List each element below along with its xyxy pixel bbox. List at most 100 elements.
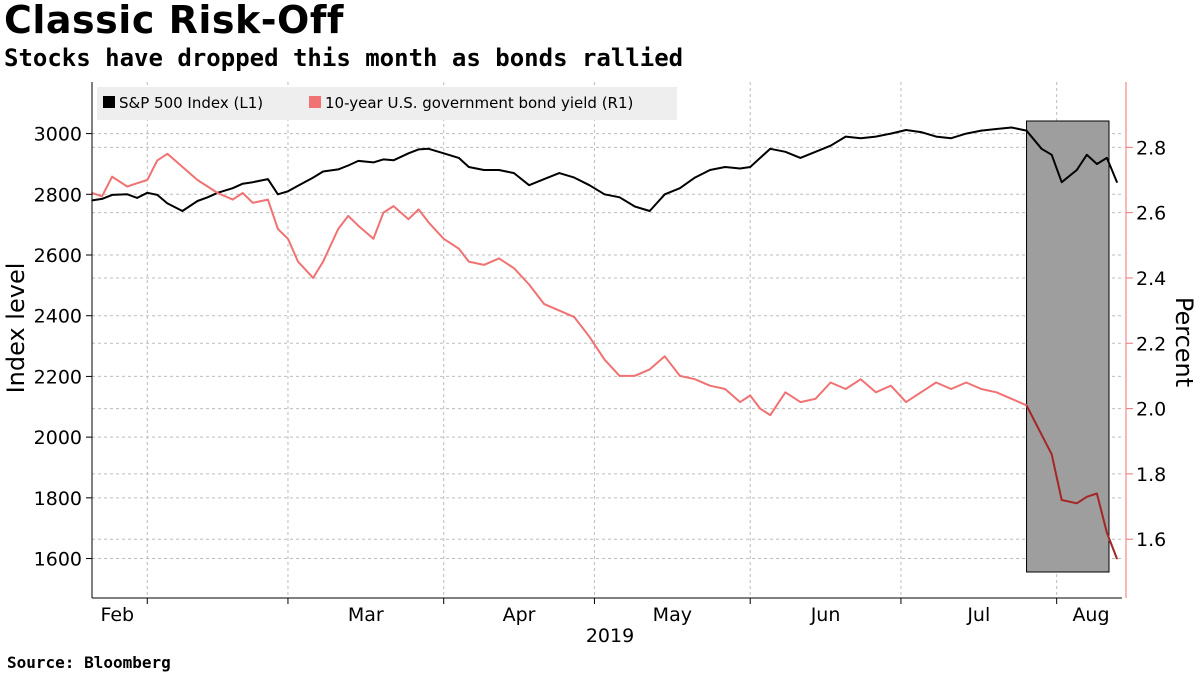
data-point-sp500 bbox=[859, 137, 862, 139]
x-tick-label: Jul bbox=[966, 604, 990, 626]
data-point-yield bbox=[166, 153, 169, 155]
series-layer bbox=[91, 126, 1118, 560]
data-point-yield bbox=[543, 303, 545, 305]
data-point-sp500 bbox=[935, 135, 937, 138]
data-point-yield bbox=[241, 192, 244, 194]
left-tick-label: 2400 bbox=[34, 306, 82, 328]
x-tick-label: Aug bbox=[1072, 604, 1109, 626]
data-point-sp500 bbox=[633, 205, 636, 208]
data-point-sp500 bbox=[759, 157, 762, 159]
data-point-yield bbox=[875, 391, 877, 394]
data-point-sp500 bbox=[663, 193, 666, 196]
data-point-sp500 bbox=[241, 182, 244, 185]
data-point-sp500 bbox=[618, 196, 621, 199]
data-point-sp500 bbox=[251, 181, 254, 183]
data-point-yield bbox=[573, 316, 576, 318]
data-point-sp500 bbox=[829, 144, 832, 147]
data-point-yield bbox=[101, 195, 103, 198]
data-point-yield bbox=[111, 175, 113, 178]
left-tick-label: 3000 bbox=[34, 124, 82, 146]
data-point-sp500 bbox=[513, 172, 515, 174]
data-point-sp500 bbox=[136, 197, 139, 199]
x-tick-label: Jun bbox=[810, 604, 841, 626]
data-point-sp500 bbox=[1025, 129, 1028, 132]
data-point-sp500 bbox=[231, 187, 234, 190]
data-point-sp500 bbox=[1116, 181, 1118, 183]
data-point-sp500 bbox=[1075, 169, 1078, 171]
data-point-sp500 bbox=[322, 170, 324, 173]
data-point-sp500 bbox=[277, 193, 279, 196]
data-point-yield bbox=[392, 205, 395, 207]
data-point-yield bbox=[347, 215, 350, 217]
right-tick-label: 2.8 bbox=[1136, 137, 1166, 159]
x-tick-label: Feb bbox=[100, 604, 134, 626]
data-point-yield bbox=[337, 228, 339, 230]
data-point-sp500 bbox=[181, 210, 184, 212]
data-point-yield bbox=[468, 260, 470, 263]
data-point-yield bbox=[357, 224, 360, 227]
data-point-sp500 bbox=[814, 151, 817, 153]
data-point-sp500 bbox=[995, 128, 998, 130]
data-point-sp500 bbox=[372, 161, 375, 164]
data-point-sp500 bbox=[528, 184, 530, 186]
data-point-sp500 bbox=[483, 169, 485, 171]
data-point-yield bbox=[297, 260, 299, 263]
data-point-sp500 bbox=[920, 131, 922, 133]
data-point-sp500 bbox=[799, 157, 802, 159]
data-point-sp500 bbox=[965, 132, 968, 135]
legend-item-yield: 10-year U.S. government bond yield (R1) bbox=[309, 94, 633, 112]
legend-item-sp500: S&P 500 Index (L1) bbox=[103, 94, 263, 112]
left-tick-label: 2800 bbox=[34, 184, 82, 206]
left-tick-label: 2200 bbox=[34, 366, 82, 388]
left-axis-title: Index level bbox=[2, 263, 30, 394]
data-point-sp500 bbox=[844, 135, 847, 138]
data-point-yield bbox=[382, 211, 385, 214]
data-point-yield bbox=[231, 198, 234, 201]
x-axis-year-label: 2019 bbox=[586, 625, 634, 647]
legend-swatch bbox=[103, 96, 115, 108]
data-point-sp500 bbox=[679, 187, 681, 190]
data-point-yield bbox=[749, 394, 751, 397]
data-point-sp500 bbox=[648, 210, 651, 212]
data-point-yield bbox=[181, 166, 184, 168]
data-point-sp500 bbox=[382, 158, 385, 161]
data-point-yield bbox=[950, 388, 952, 390]
data-point-yield bbox=[498, 257, 500, 260]
legend: S&P 500 Index (L1) 10-year U.S. governmen… bbox=[97, 87, 677, 120]
data-point-yield bbox=[558, 309, 561, 312]
data-point-sp500 bbox=[1050, 154, 1053, 156]
data-point-yield bbox=[417, 208, 420, 211]
data-point-sp500 bbox=[980, 129, 983, 132]
data-point-yield bbox=[633, 375, 636, 377]
data-point-yield bbox=[588, 335, 591, 338]
legend-label: 10-year U.S. government bond yield (R1) bbox=[325, 94, 633, 112]
data-point-yield bbox=[513, 267, 515, 269]
right-tick-label: 2.0 bbox=[1136, 399, 1166, 421]
data-point-sp500 bbox=[357, 160, 360, 162]
data-point-yield bbox=[528, 283, 530, 286]
right-tick-label: 2.2 bbox=[1136, 333, 1166, 355]
data-point-yield bbox=[603, 358, 606, 361]
right-axis-title: Percent bbox=[1170, 297, 1198, 387]
data-point-yield bbox=[648, 368, 651, 371]
chart-title: Classic Risk-Off bbox=[4, 0, 344, 42]
data-point-yield bbox=[859, 378, 862, 380]
left-tick-label: 1600 bbox=[34, 549, 82, 571]
data-point-sp500 bbox=[950, 137, 952, 139]
data-point-sp500 bbox=[442, 152, 445, 155]
data-point-sp500 bbox=[709, 169, 711, 171]
data-point-sp500 bbox=[543, 178, 545, 180]
data-point-sp500 bbox=[905, 129, 907, 131]
data-point-sp500 bbox=[156, 194, 159, 196]
data-point-yield bbox=[935, 381, 937, 384]
data-point-yield bbox=[442, 237, 445, 240]
data-point-sp500 bbox=[166, 202, 169, 205]
data-point-sp500 bbox=[784, 151, 787, 153]
data-point-yield bbox=[724, 388, 726, 390]
data-point-sp500 bbox=[196, 200, 199, 202]
source-note: Source: Bloomberg bbox=[7, 653, 171, 672]
data-point-yield bbox=[709, 384, 711, 387]
data-point-yield bbox=[372, 237, 375, 240]
data-point-yield bbox=[287, 237, 289, 240]
data-point-sp500 bbox=[347, 164, 350, 167]
